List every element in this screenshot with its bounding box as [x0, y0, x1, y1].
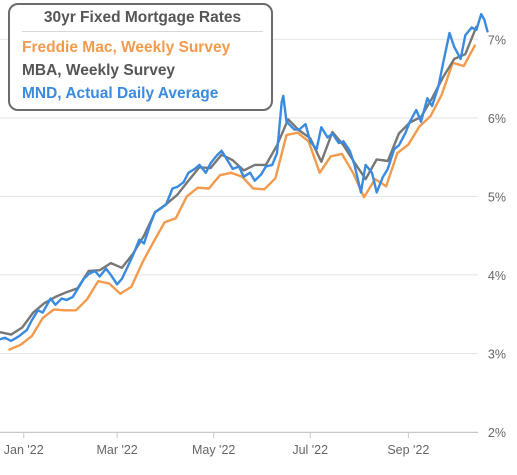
chart-title: 30yr Fixed Mortgage Rates	[22, 9, 263, 32]
series-lines	[0, 12, 489, 351]
y-tick-label: 2%	[488, 426, 506, 440]
x-tick-label: May '22	[192, 443, 235, 457]
y-tick-label: 7%	[488, 33, 506, 47]
series-line-mnd	[0, 12, 489, 343]
legend-entry-mba: MBA, Weekly Survey	[22, 62, 176, 79]
y-tick-labels: 2% 3% 4% 5% 6% 7%	[488, 33, 506, 440]
y-tick-label: 6%	[488, 112, 506, 126]
x-tick-label: Jul '22	[292, 443, 328, 457]
x-tick-label: Mar '22	[96, 443, 137, 457]
legend-entry-freddie-mac: Freddie Mac, Weekly Survey	[22, 39, 231, 56]
legend-entry-mnd: MND, Actual Daily Average	[22, 85, 219, 102]
y-tick-label: 3%	[488, 347, 506, 361]
y-tick-label: 5%	[488, 190, 506, 204]
series-line-freddie-mac	[8, 44, 476, 351]
x-axis: Jan '22 Mar '22 May '22 Jul '22 Sep '22	[0, 432, 478, 457]
chart-legend: 30yr Fixed Mortgage Rates Freddie Mac, W…	[8, 3, 273, 111]
y-tick-label: 4%	[488, 269, 506, 283]
x-tick-label: Sep '22	[387, 443, 429, 457]
x-tick-label: Jan '22	[4, 443, 44, 457]
